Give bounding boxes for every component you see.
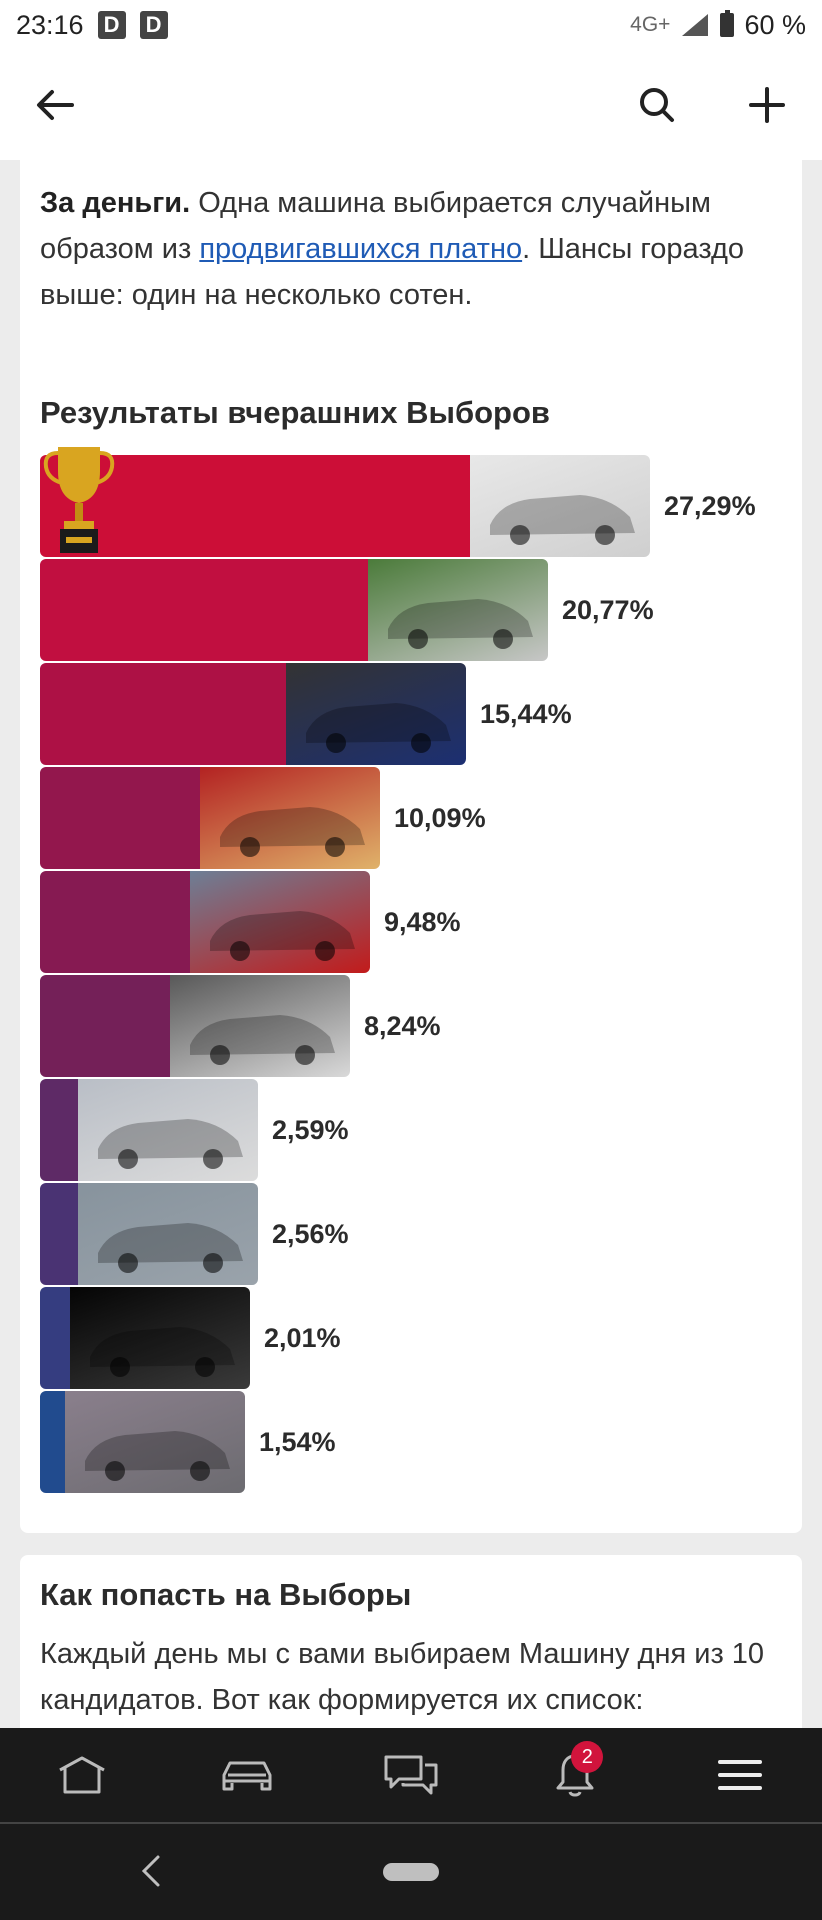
messages-icon [384,1755,438,1795]
results-title: Результаты вчерашних Выборов [40,395,550,430]
app-notification-icon: D [139,11,168,39]
result-bar [40,767,380,869]
car-photo [190,871,370,973]
arrow-left-icon [37,90,74,120]
how-text: Каждый день мы с вами выбираем Машину дн… [40,1638,765,1716]
battery-level: 60 % [744,9,806,40]
system-back-icon[interactable] [140,1854,162,1888]
search-icon [640,88,674,122]
result-percent: 20,77% [562,594,654,625]
system-home-pill[interactable] [383,1863,439,1881]
car-photo [470,455,650,557]
result-bar [40,1079,258,1181]
car-photo [65,1391,245,1493]
result-bar [40,559,548,661]
result-bar-fill [40,1287,70,1389]
home-icon [59,1756,105,1794]
clock: 23:16 [16,9,84,40]
result-bar [40,1287,250,1389]
back-button[interactable] [22,72,88,138]
result-bar [40,1183,258,1285]
result-percent: 2,01% [264,1322,341,1353]
paid-promotion-link[interactable]: продвигавшихся платно [199,233,523,265]
trophy-icon [43,447,115,553]
result-percent: 2,59% [272,1114,349,1145]
search-button[interactable] [624,72,690,138]
result-row[interactable]: 8,24% [40,975,782,1079]
network-type: 4G+ [630,13,671,36]
result-bar-fill [40,767,200,869]
info-bold-lead: За деньги. [40,187,191,219]
result-bar-fill [40,663,286,765]
result-bar-fill [40,1079,78,1181]
result-bar [40,1391,245,1493]
car-photo [78,1079,258,1181]
result-percent: 15,44% [480,698,572,729]
result-row[interactable]: 2,56% [40,1183,782,1287]
nav-menu[interactable] [700,1735,780,1815]
result-percent: 8,24% [364,1010,441,1041]
feed-content[interactable]: За деньги. Одна машина выбирается случай… [0,160,822,1728]
notification-badge: 2 [571,1741,604,1773]
battery-icon [720,10,735,37]
info-text-part1: Одна машина выбирается случайным образом… [40,187,711,265]
how-title: Как попасть на Выборы [40,1577,412,1612]
menu-icon [717,1760,762,1790]
result-row[interactable]: 10,09% [40,767,782,871]
status-bar: 23:16 D D 4G+ 60 % [0,0,822,50]
results-list: 27,29% 20,77% 15,44% 10,09% 9,48% 8,24% 2,59% 2… [40,447,782,1495]
nav-notifications[interactable]: 2 [535,1735,615,1815]
result-bar-fill [40,871,190,973]
car-photo [78,1183,258,1285]
result-percent: 10,09% [394,802,486,833]
car-photo [368,559,548,661]
result-row[interactable]: 9,48% [40,871,782,975]
result-bar-fill [40,975,170,1077]
nav-messages[interactable] [371,1735,451,1815]
car-photo [170,975,350,1077]
result-bar-fill [40,1391,65,1493]
result-row[interactable]: 15,44% [40,663,782,767]
info-card-text: За деньги. Одна машина выбирается случай… [40,180,782,318]
app-notification-icon: D [97,11,126,39]
car-photo [70,1287,250,1389]
result-percent: 27,29% [664,490,756,521]
result-percent: 9,48% [384,906,461,937]
result-row[interactable]: 27,29% [40,447,782,559]
result-row[interactable]: 1,54% [40,1391,782,1495]
how-card: Как попасть на Выборы Каждый день мы с в… [20,1555,802,1728]
car-photo [200,767,380,869]
car-icon [222,1761,272,1791]
result-percent: 2,56% [272,1218,349,1249]
result-percent: 1,54% [259,1426,336,1457]
plus-icon [749,87,785,123]
car-photo [286,663,466,765]
result-bar-fill [40,1183,78,1285]
result-bar [40,455,650,557]
bottom-nav: 2 [0,1728,822,1824]
result-bar [40,975,350,1077]
add-button[interactable] [734,72,800,138]
result-row[interactable]: 2,01% [40,1287,782,1391]
nav-home[interactable] [42,1735,122,1815]
top-toolbar [0,50,822,160]
nav-garage[interactable] [207,1735,287,1815]
result-row[interactable]: 2,59% [40,1079,782,1183]
result-row[interactable]: 20,77% [40,559,782,663]
result-bar-fill [40,559,368,661]
signal-icon [682,14,709,36]
info-text-part2: . Шансы гораздо выше: один на несколько … [40,233,745,311]
result-bar [40,663,466,765]
system-nav-bar [0,1824,822,1920]
result-bar [40,871,370,973]
